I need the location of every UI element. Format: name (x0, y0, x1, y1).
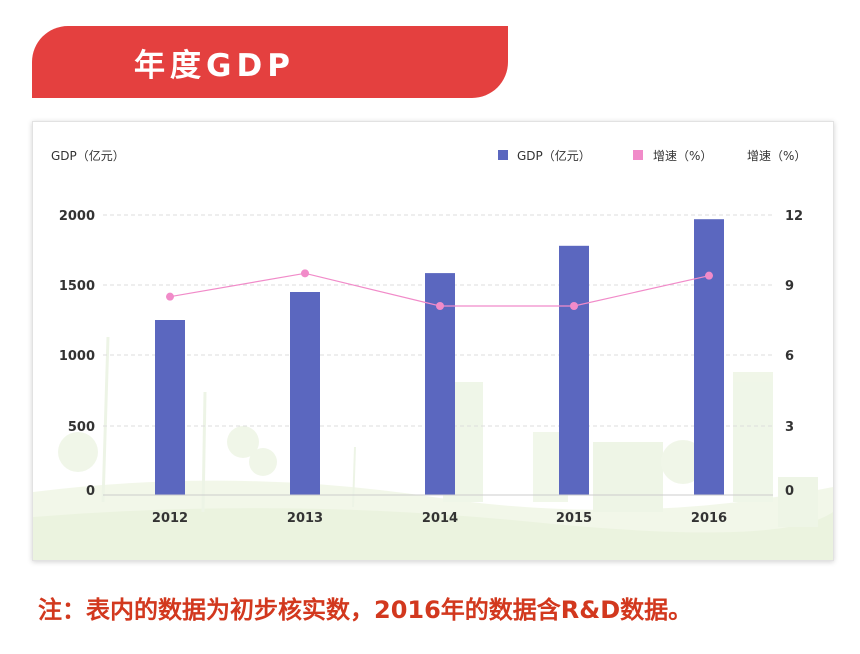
y-tick-label-right: 3 (785, 420, 794, 435)
left-axis-ticks: 0 500 1000 1500 2000 (59, 209, 95, 499)
growth-point-2015 (570, 302, 578, 310)
bar-gdp-2015 (559, 245, 589, 495)
legend-swatch-gdp (498, 150, 508, 160)
y-tick-label-right: 9 (785, 279, 794, 294)
y-tick-label-left: 2000 (59, 209, 95, 224)
y-tick-label-right: 6 (785, 349, 794, 364)
x-tick-label: 2012 (152, 511, 188, 526)
chart-card: GDP（亿元） 增速（%） GDP（亿元） 增速（%） 0 500 1000 1500… (32, 121, 834, 561)
x-tick-label: 2015 (556, 511, 592, 526)
page-title: 年度GDP (134, 47, 295, 84)
gdp-chart: GDP（亿元） 增速（%） GDP（亿元） 增速（%） 0 500 1000 1500… (33, 148, 833, 560)
growth-line (166, 269, 713, 310)
y-tick-label-left: 500 (68, 420, 95, 435)
y-tick-label-left: 0 (86, 484, 95, 499)
background-illustration (33, 336, 833, 560)
y-tick-label-left: 1500 (59, 279, 95, 294)
footnote: 注：表内的数据为初步核实数，2016年的数据含R&D数据。 (38, 596, 693, 624)
growth-point-2013 (301, 269, 309, 278)
right-axis-title: 增速（%） (747, 149, 806, 163)
x-tick-label: 2013 (287, 511, 323, 526)
bar-gdp-2012 (155, 320, 185, 495)
x-tick-label: 2016 (691, 511, 727, 526)
legend: GDP（亿元） 增速（%） (498, 148, 712, 163)
right-axis-ticks: 0 3 6 9 12 (785, 209, 803, 499)
growth-point-2016 (705, 271, 713, 280)
left-axis-title: GDP（亿元） (51, 148, 125, 163)
y-tick-label-left: 1000 (59, 349, 95, 364)
y-tick-label-right: 12 (785, 209, 803, 224)
legend-label-gdp: GDP（亿元） (517, 148, 591, 163)
x-axis-ticks: 2012 2013 2014 2015 2016 (152, 511, 727, 526)
bar-gdp-2013 (290, 292, 320, 495)
gdp-bars (155, 219, 724, 495)
growth-point-2012 (166, 292, 174, 301)
x-tick-label: 2014 (422, 511, 458, 526)
bar-gdp-2016 (694, 219, 724, 495)
legend-label-growth: 增速（%） (653, 149, 712, 163)
legend-swatch-growth (633, 150, 643, 160)
y-tick-label-right: 0 (785, 484, 794, 499)
bar-gdp-2014 (425, 273, 455, 495)
title-banner: 年度GDP (32, 26, 508, 98)
growth-point-2014 (436, 302, 444, 310)
